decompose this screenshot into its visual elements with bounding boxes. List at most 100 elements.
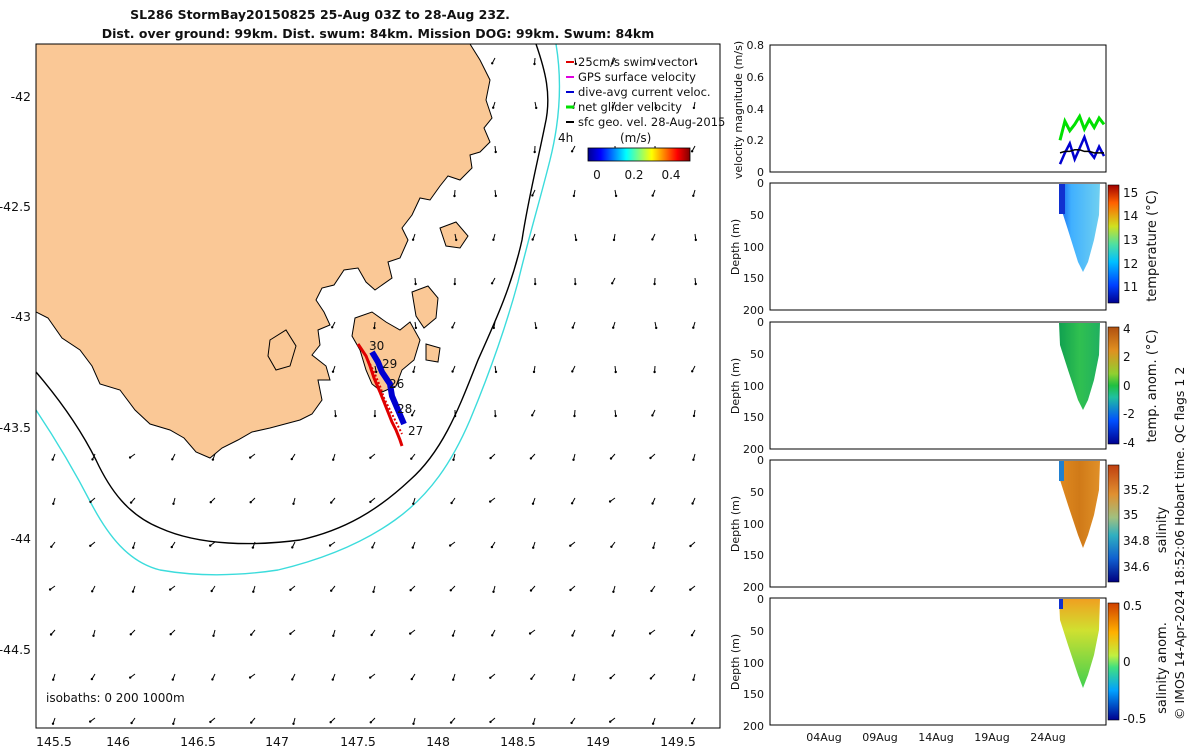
geostrophic-vector-head bbox=[329, 721, 332, 724]
velocity-panel: 0 0.2 0.4 0.6 0.8 velocity magnitude (m/… bbox=[732, 39, 1107, 179]
geostrophic-vector-head bbox=[652, 62, 656, 66]
geostrophic-vector-head bbox=[92, 634, 95, 637]
salinity-anom-panel: 0 50 100 150 200 Depth (m) -0.5 0 0.5 sa… bbox=[729, 593, 1170, 733]
salinity-panel: 0 50 100 150 200 Depth (m) 34.6 34.8 35 … bbox=[729, 454, 1170, 594]
geostrophic-vector-head bbox=[570, 150, 574, 153]
time-tick-label: 09Aug bbox=[862, 731, 897, 744]
geostrophic-vector-head bbox=[611, 282, 614, 285]
velocity-colorbar bbox=[587, 147, 691, 162]
geostrophic-vector-head bbox=[571, 326, 574, 329]
geostrophic-vector-head bbox=[529, 589, 533, 592]
geostrophic-vector-head bbox=[571, 370, 574, 373]
geostrophic-vector-head bbox=[249, 501, 252, 504]
time-tick-label: 19Aug bbox=[974, 731, 1009, 744]
depth-tick: 50 bbox=[750, 348, 764, 361]
geostrophic-vector-head bbox=[651, 238, 654, 241]
temp-anom-cb-tick: -4 bbox=[1123, 436, 1135, 450]
geostrophic-vector-head bbox=[533, 62, 536, 66]
lon-tick-label: 147.5 bbox=[340, 734, 376, 749]
geostrophic-vector-head bbox=[534, 282, 537, 286]
geostrophic-vector-head bbox=[534, 326, 538, 330]
geostrophic-vector-head bbox=[690, 150, 694, 153]
geostrophic-vector-head bbox=[48, 588, 52, 591]
lat-tick-label: -43.5 bbox=[0, 420, 31, 435]
colorbar-tick: 0 bbox=[593, 168, 601, 182]
geostrophic-vector-head bbox=[172, 722, 175, 725]
land-island bbox=[425, 343, 441, 363]
lat-axis: -42 -42.5 -43 -43.5 -44 -44.5 bbox=[0, 89, 31, 657]
geostrophic-vector-head bbox=[210, 589, 213, 593]
geostrophic-vector-head bbox=[170, 545, 173, 549]
geostrophic-vector-head bbox=[490, 282, 494, 285]
lon-tick-label: 149 bbox=[586, 734, 610, 749]
geostrophic-vector-head bbox=[370, 633, 373, 637]
geostrophic-vector-head bbox=[610, 545, 613, 548]
lon-tick-label: 146.5 bbox=[180, 734, 216, 749]
geostrophic-vector-head bbox=[572, 194, 576, 198]
salinity-section bbox=[1059, 461, 1100, 548]
geostrophic-vector-head bbox=[172, 502, 175, 505]
depth-tick: 150 bbox=[743, 688, 764, 701]
temperature-section bbox=[1059, 184, 1100, 272]
geostrophic-vector-head bbox=[570, 502, 574, 505]
geostrophic-vector-head bbox=[409, 589, 412, 592]
lon-tick-label: 146 bbox=[106, 734, 130, 749]
geostrophic-vector-head bbox=[292, 722, 295, 725]
temperature-cb-tick: 14 bbox=[1123, 209, 1138, 223]
lat-tick-label: -42.5 bbox=[0, 199, 31, 214]
lat-tick-label: -44.5 bbox=[0, 642, 31, 657]
geostrophic-vector-head bbox=[531, 238, 534, 241]
geostrophic-vector-head bbox=[529, 457, 533, 460]
geostrophic-vector-head bbox=[89, 500, 92, 504]
geostrophic-vector-head bbox=[209, 544, 212, 547]
time-tick-label: 14Aug bbox=[918, 731, 953, 744]
geostrophic-vector-head bbox=[648, 632, 652, 635]
colorbar-tick: 0.4 bbox=[661, 168, 680, 182]
geostrophic-vector-head bbox=[89, 544, 92, 547]
salinity-anom-colorbar bbox=[1107, 602, 1120, 721]
geostrophic-vector-head bbox=[249, 456, 252, 459]
geostrophic-vector-head bbox=[453, 282, 456, 286]
geostrophic-vector-head bbox=[692, 414, 696, 418]
geostrophic-vector-head bbox=[375, 370, 378, 374]
lon-tick-label: 148.5 bbox=[500, 734, 536, 749]
temperature-cb-tick: 11 bbox=[1123, 280, 1138, 294]
geostrophic-vector-head bbox=[611, 62, 614, 65]
salinity-cb-tick: 35 bbox=[1123, 508, 1138, 522]
geostrophic-vector-head bbox=[609, 676, 612, 680]
geostrophic-vector-head bbox=[654, 106, 658, 110]
geostrophic-vector-head bbox=[251, 546, 255, 549]
day-label: 26 bbox=[389, 377, 404, 391]
geostrophic-vector-head bbox=[91, 458, 94, 461]
geostrophic-vector-head bbox=[449, 721, 453, 724]
geostrophic-vector-head bbox=[328, 544, 332, 547]
geostrophic-vector-head bbox=[574, 62, 577, 66]
geostrophic-vector-head bbox=[89, 720, 92, 723]
temperature-panel: 0 50 100 150 200 Depth (m) 11 12 13 14 1… bbox=[729, 177, 1160, 317]
salinity-cb-tick: 34.6 bbox=[1123, 560, 1150, 574]
depth-tick: 150 bbox=[743, 272, 764, 285]
velocity-series-line bbox=[1059, 149, 1104, 154]
time-axis: 04Aug 09Aug 14Aug 19Aug 24Aug bbox=[806, 731, 1065, 744]
geostrophic-vector-head bbox=[690, 634, 694, 637]
geostrophic-vector-head bbox=[528, 632, 532, 635]
geostrophic-vector-head bbox=[614, 194, 618, 198]
legend-label: sfc geo. vel. 28-Aug-2015 bbox=[578, 115, 725, 129]
dive-avg-current-track bbox=[369, 350, 407, 426]
geostrophic-vector-head bbox=[131, 590, 135, 593]
geostrophic-vector-head bbox=[649, 456, 652, 460]
geostrophic-vector-head bbox=[250, 633, 253, 636]
geostrophic-vector-head bbox=[330, 589, 333, 592]
map-frame bbox=[35, 43, 721, 729]
geostrophic-vector-head bbox=[334, 414, 337, 418]
geostrophic-vector-head bbox=[614, 414, 617, 418]
geostrophic-vector-head bbox=[692, 326, 695, 329]
title-line-1: SL286 StormBay20150825 25-Aug 03Z to 28-… bbox=[130, 7, 510, 22]
salinity-anom-cb-tick: 0.5 bbox=[1123, 599, 1142, 613]
geostrophic-vector-head bbox=[689, 544, 692, 548]
geostrophic-vector-head bbox=[530, 677, 533, 680]
velocity-axes-frame bbox=[769, 44, 1107, 173]
velocity-tick: 0 bbox=[757, 166, 764, 179]
geostrophic-vector-head bbox=[169, 633, 172, 636]
geostrophic-vector-head bbox=[655, 326, 658, 330]
